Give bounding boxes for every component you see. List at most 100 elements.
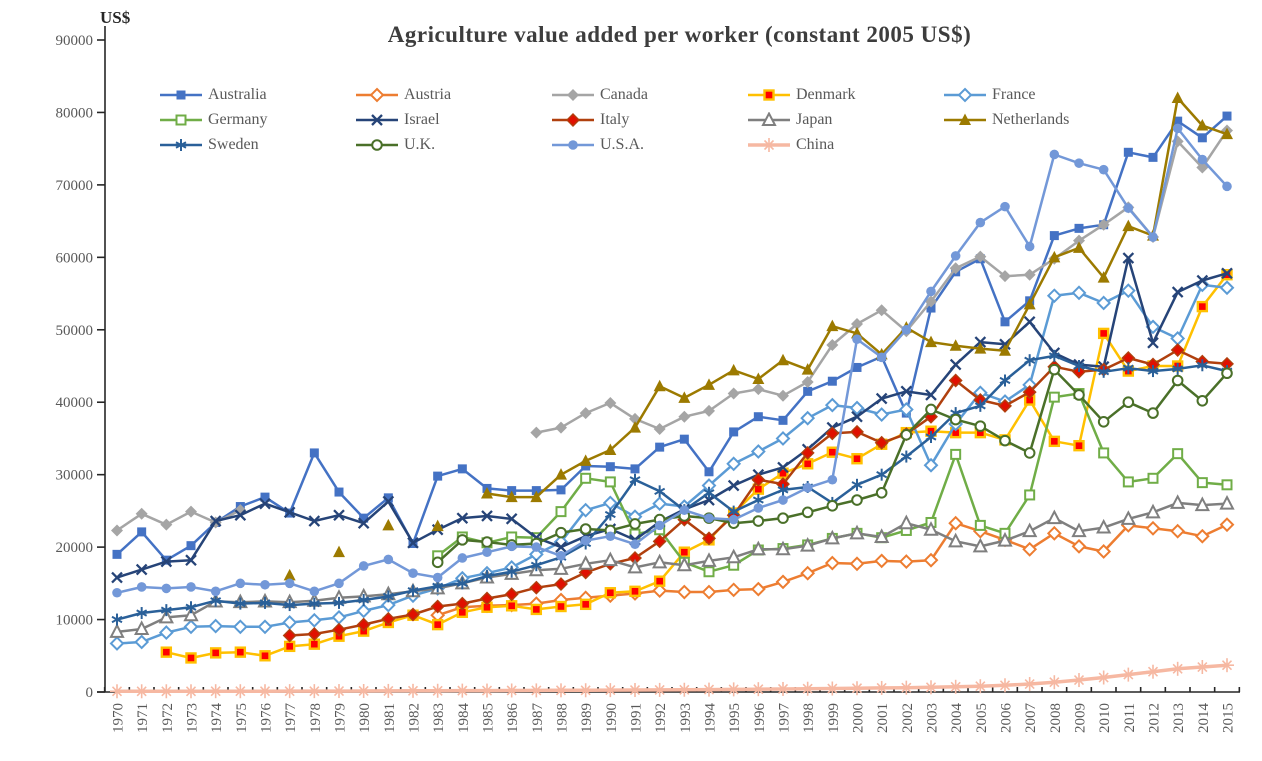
legend-label: Austria [404, 85, 452, 103]
svg-text:2015: 2015 [1221, 703, 1237, 733]
legend-item-israel: Israel [354, 111, 550, 129]
series-netherlands [283, 91, 1233, 581]
svg-text:20000: 20000 [56, 540, 94, 556]
y-axis-labels: 0 10000 20000 30000 40000 50000 60000 70000 8000… [56, 33, 94, 701]
svg-text:1972: 1972 [160, 703, 176, 733]
legend-label: Germany [208, 110, 268, 128]
legend-swatch-icon [748, 137, 790, 152]
legend-swatch-icon [160, 90, 202, 99]
svg-text:1994: 1994 [703, 703, 719, 734]
legend-item-italy: Italy [550, 111, 746, 129]
svg-text:70000: 70000 [56, 178, 94, 194]
svg-text:2006: 2006 [999, 703, 1015, 734]
legend-item-usa: U.S.A. [550, 136, 746, 154]
legend-label: U.K. [404, 135, 436, 153]
legend-label: France [992, 85, 1036, 103]
svg-text:2013: 2013 [1171, 703, 1187, 733]
svg-text:2001: 2001 [875, 703, 891, 733]
y-axis [97, 26, 106, 693]
svg-text:2014: 2014 [1196, 703, 1212, 734]
legend-row: Sweden U.K. U.S.A. China [158, 132, 1158, 157]
svg-text:2005: 2005 [974, 703, 990, 733]
legend-row: Germany Israel Italy Japan Netherlands [158, 107, 1158, 132]
legend-swatch-icon [944, 113, 986, 125]
legend-label: U.S.A. [600, 135, 645, 153]
legend-label: Australia [208, 85, 267, 103]
legend-label: Canada [600, 85, 648, 103]
svg-text:2010: 2010 [1097, 703, 1113, 733]
svg-text:1982: 1982 [407, 703, 423, 733]
series-canada [111, 124, 1233, 537]
legend-swatch-icon [552, 139, 594, 150]
svg-text:40000: 40000 [56, 395, 94, 411]
svg-text:1980: 1980 [357, 703, 373, 733]
svg-text:2012: 2012 [1147, 703, 1163, 733]
legend-item-germany: Germany [158, 111, 354, 129]
svg-text:1992: 1992 [653, 703, 669, 733]
svg-text:1997: 1997 [777, 703, 793, 734]
svg-text:1991: 1991 [629, 703, 645, 733]
legend-label: Japan [796, 110, 833, 128]
legend-item-france: France [942, 86, 1138, 104]
legend-label: Italy [600, 110, 630, 128]
chart-title: Agriculture value added per worker (cons… [387, 22, 972, 47]
svg-text:80000: 80000 [56, 105, 94, 121]
svg-text:2008: 2008 [1048, 703, 1064, 733]
svg-text:1978: 1978 [308, 703, 324, 733]
svg-text:1984: 1984 [456, 703, 472, 734]
svg-text:10000: 10000 [56, 613, 94, 629]
legend-swatch-icon [356, 87, 398, 102]
legend-swatch-icon [160, 138, 202, 151]
legend-row: Australia Austria Canada Denmark France [158, 82, 1158, 107]
legend-label: Israel [404, 110, 440, 128]
svg-text:30000: 30000 [56, 468, 94, 484]
legend-swatch-icon [356, 113, 398, 126]
y-axis-unit-label: US$ [100, 8, 131, 27]
svg-text:1974: 1974 [209, 703, 225, 734]
legend-item-china: China [746, 136, 942, 154]
series-australia [112, 111, 1232, 565]
svg-text:1970: 1970 [111, 703, 127, 733]
svg-text:60000: 60000 [56, 250, 94, 266]
legend-label: Sweden [208, 135, 259, 153]
legend-swatch-icon [160, 114, 202, 125]
legend-item-australia: Australia [158, 86, 354, 104]
series-israel [111, 252, 1233, 584]
svg-text:1990: 1990 [604, 703, 620, 733]
svg-text:1989: 1989 [579, 703, 595, 733]
svg-text:1999: 1999 [826, 703, 842, 733]
svg-text:1971: 1971 [135, 703, 151, 733]
svg-text:1973: 1973 [185, 703, 201, 733]
legend-swatch-icon [552, 112, 594, 127]
svg-text:2009: 2009 [1073, 703, 1089, 733]
svg-text:1986: 1986 [505, 703, 521, 734]
svg-text:2000: 2000 [851, 703, 867, 733]
svg-text:1988: 1988 [555, 703, 571, 733]
svg-text:1979: 1979 [333, 703, 349, 733]
legend-item-uk: U.K. [354, 136, 550, 154]
svg-text:1981: 1981 [382, 703, 398, 733]
legend-item-netherlands: Netherlands [942, 111, 1138, 129]
svg-text:1995: 1995 [727, 703, 743, 733]
svg-text:1977: 1977 [283, 703, 299, 734]
legend-item-sweden: Sweden [158, 136, 354, 154]
series-sweden [111, 349, 1233, 626]
legend-item-japan: Japan [746, 111, 942, 129]
svg-text:2007: 2007 [1023, 703, 1039, 734]
svg-text:2002: 2002 [900, 703, 916, 733]
svg-text:0: 0 [86, 685, 94, 701]
series-france [109, 277, 1235, 651]
svg-text:1983: 1983 [431, 703, 447, 733]
legend-item-canada: Canada [550, 86, 746, 104]
legend-item-austria: Austria [354, 86, 550, 104]
legend-label: China [796, 135, 835, 153]
svg-text:1998: 1998 [801, 703, 817, 733]
svg-text:1976: 1976 [259, 703, 275, 734]
svg-text:90000: 90000 [56, 33, 94, 49]
svg-text:50000: 50000 [56, 323, 94, 339]
legend-swatch-icon [552, 88, 594, 101]
series-china [110, 658, 1234, 699]
svg-text:2011: 2011 [1122, 703, 1138, 732]
svg-text:1975: 1975 [234, 703, 250, 733]
